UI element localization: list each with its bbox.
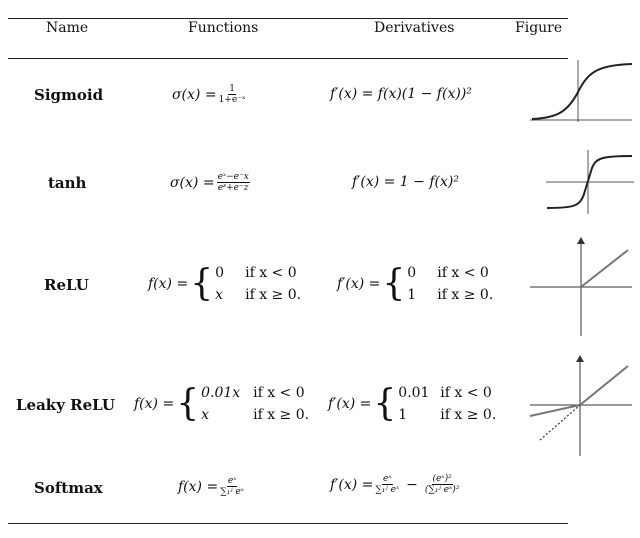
denominator: (∑₁ʲ eˣ)² [424, 485, 460, 495]
header-figure: Figure [515, 20, 563, 36]
lhs: σ(x) = [172, 86, 217, 103]
case-value: 0 [215, 265, 225, 281]
row-name-sigmoid: Sigmoid [34, 86, 104, 104]
numerator: (eˣ)² [431, 474, 453, 485]
header-name: Name [46, 20, 89, 36]
header-rule [8, 58, 568, 59]
relu-figure [530, 237, 632, 336]
case-condition: if x ≥ 0. [437, 287, 494, 303]
case-value: 0.01 [398, 385, 430, 401]
case-value: x [215, 287, 223, 303]
tanh-function: σ(x) = eˣ−e⁻x eᶻ+e⁻z [170, 172, 252, 193]
case-condition: if x < 0 [245, 265, 297, 281]
numerator: eˣ [382, 474, 393, 485]
lhs: f(x) = [178, 478, 219, 495]
brace: { [382, 263, 406, 304]
case-condition: if x ≥ 0. [440, 407, 497, 423]
top-rule [8, 18, 568, 19]
header-derivatives: Derivatives [374, 20, 455, 36]
minus-sign: − [406, 476, 418, 493]
lhs: f′(x) = [328, 396, 372, 412]
tanh-derivative: f′(x) = 1 − f(x)² [352, 174, 459, 190]
tanh-curve [546, 155, 633, 209]
relu-function: f(x) ={ 0 if x < 0 x if x ≥ 0. [148, 262, 301, 306]
header-functions: Functions [188, 20, 259, 36]
denominator: ∑₁ʲ eˣ [375, 485, 400, 495]
arrow-icon [577, 237, 585, 244]
denominator: eᶻ+e⁻z [217, 183, 249, 193]
sigmoid-derivative: f′(x) = f(x)(1 − f(x))² [330, 86, 472, 102]
case-value: 0.01x [201, 385, 241, 401]
brace: { [373, 383, 397, 424]
lhs: σ(x) = [170, 174, 215, 191]
case-condition: if x < 0 [440, 385, 492, 401]
arrow-icon [576, 355, 584, 362]
numerator: eˣ [226, 476, 238, 487]
leaky-relu-function: f(x) ={ 0.01x if x < 0 x if x ≥ 0. [134, 382, 309, 426]
numerator: 1 [228, 84, 237, 95]
sigmoid-function: σ(x) = 1 1+e⁻ˣ [172, 84, 248, 105]
case-condition: if x ≥ 0. [253, 407, 310, 423]
leaky-relu-negative-line [529, 404, 581, 417]
case-value: 0 [407, 265, 417, 281]
sigmoid-curve [531, 63, 633, 120]
relu-line [580, 249, 629, 288]
leaky-relu-figure [529, 355, 632, 456]
row-name-softmax: Softmax [34, 479, 103, 497]
denominator: ∑₁ʲ eˣ [220, 487, 244, 497]
relu-derivative: f′(x) ={ 0 if x < 0 1 if x ≥ 0. [337, 262, 493, 306]
lhs: f(x) = [148, 276, 189, 292]
numerator: eˣ−e⁻x [216, 172, 250, 183]
row-name-leaky-relu: Leaky ReLU [16, 396, 115, 414]
case-value: 1 [398, 407, 408, 423]
case-value: 1 [407, 287, 417, 303]
denominator: 1+e⁻ˣ [218, 95, 246, 105]
lhs: f′(x) = [337, 276, 381, 292]
softmax-function: f(x) = eˣ ∑₁ʲ eˣ [178, 476, 246, 497]
softmax-derivative: f′(x) = eˣ ∑₁ʲ eˣ − (eˣ)² (∑₁ʲ eˣ)² [330, 474, 461, 495]
lhs: f′(x) = [330, 476, 374, 493]
case-condition: if x ≥ 0. [245, 287, 302, 303]
tanh-figure [546, 150, 634, 214]
case-value: x [201, 407, 209, 423]
leaky-relu-positive-line [579, 365, 629, 406]
case-condition: if x < 0 [437, 265, 489, 281]
lhs: f(x) = [134, 396, 175, 412]
case-condition: if x < 0 [253, 385, 305, 401]
identity-dotted-line [539, 404, 581, 441]
row-name-tanh: tanh [48, 174, 87, 192]
row-name-relu: ReLU [44, 276, 89, 294]
leaky-relu-derivative: f′(x) ={ 0.01 if x < 0 1 if x ≥ 0. [328, 382, 496, 426]
brace: { [176, 383, 200, 424]
bottom-rule [8, 523, 568, 524]
brace: { [190, 263, 214, 304]
sigmoid-figure [530, 60, 633, 122]
